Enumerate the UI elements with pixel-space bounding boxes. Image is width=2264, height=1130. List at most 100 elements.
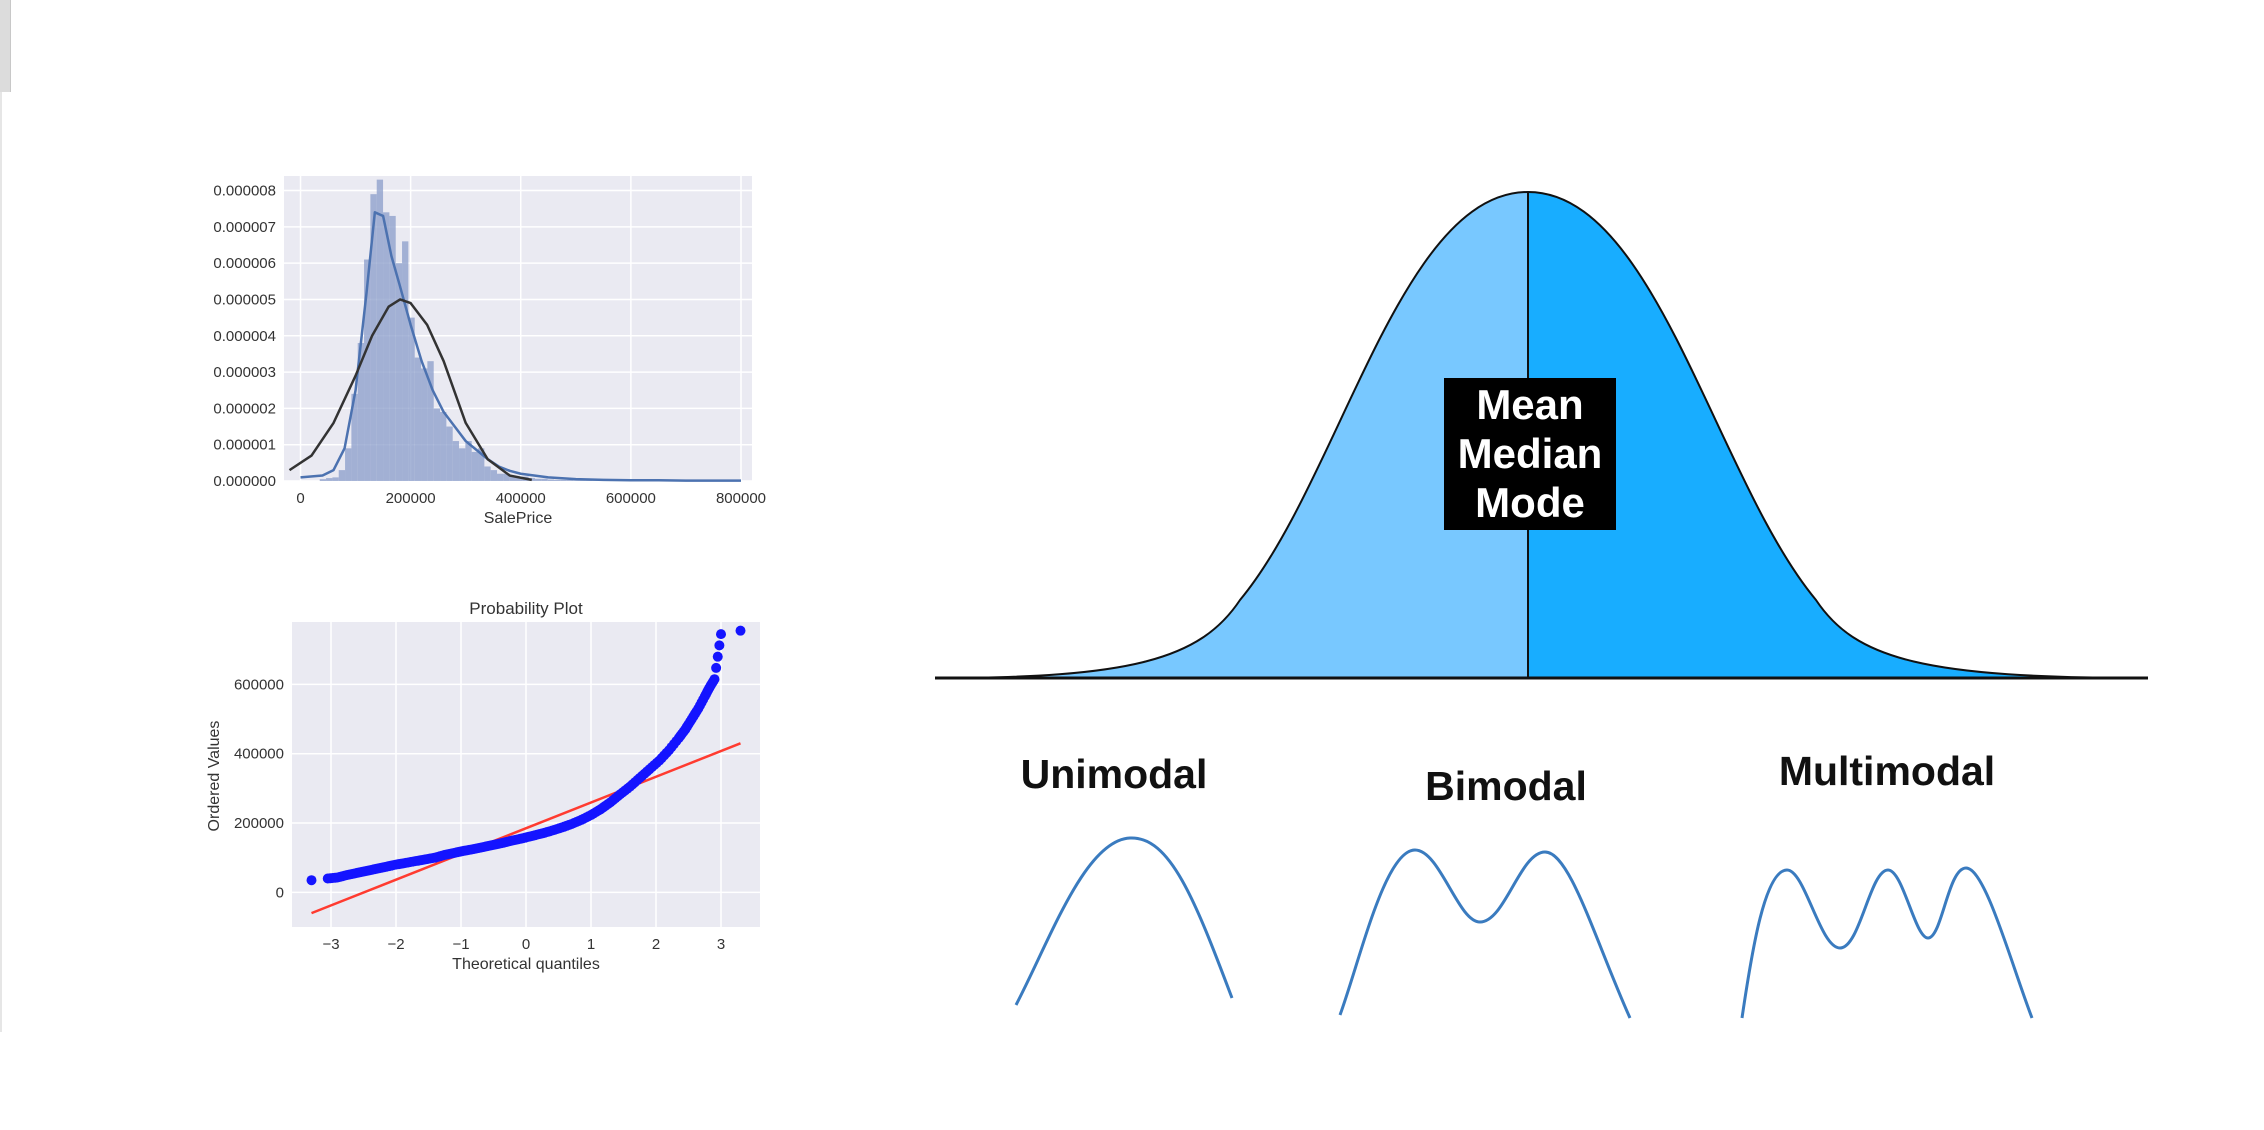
histogram-bar <box>345 448 352 481</box>
probability-plot-ytick-label: 0 <box>276 884 284 901</box>
window-scroll-stub <box>0 0 11 92</box>
histogram-tick-labels: 0 200000 400000 600000 800000 0.000000 0.00000… <box>213 183 766 507</box>
histogram-bar <box>351 393 358 481</box>
bimodal-title: Bimodal <box>1425 763 1587 809</box>
histogram-bar <box>528 478 536 481</box>
probability-plot-xlabel: Theoretical quantiles <box>452 956 600 973</box>
probability-plot-point <box>306 875 317 886</box>
window-left-edge <box>0 92 2 1032</box>
histogram-ytick-label: 0.000003 <box>213 364 276 381</box>
probability-plot-xtick-label: 1 <box>587 936 595 953</box>
probability-plot-ylabel: Ordered Values <box>206 721 223 832</box>
histogram-bar <box>440 412 447 481</box>
histogram-bar <box>319 479 327 481</box>
histogram-bar <box>433 408 441 481</box>
histogram-bar <box>516 477 523 481</box>
histogram-bar <box>503 473 510 481</box>
histogram-ytick-label: 0.000005 <box>213 291 276 308</box>
center-label-box <box>1444 378 1616 530</box>
histogram-bar <box>554 479 561 481</box>
histogram-bar <box>389 215 396 481</box>
multimodal-title: Multimodal <box>1779 748 1995 794</box>
probability-plot-point <box>735 625 746 636</box>
histogram-norm-line <box>288 298 533 482</box>
histogram-lines <box>288 211 741 482</box>
histogram-ytick-label: 0.000006 <box>213 255 276 272</box>
probability-plot-point <box>716 629 726 640</box>
histogram-xtick-label: 600000 <box>606 490 656 507</box>
label-median: Median <box>1458 430 1603 477</box>
histogram-bar <box>452 441 460 481</box>
probability-plot-tick-labels: −3 −2 −1 0 1 2 3 0 200000 400000 600000 <box>234 676 725 953</box>
histogram-bar <box>497 473 504 481</box>
histogram-bar <box>573 480 580 481</box>
probability-plot-xtick-label: −1 <box>452 936 469 953</box>
histogram-bar <box>566 479 574 481</box>
histogram-ytick-label: 0.000007 <box>213 219 276 236</box>
probability-plot-xtick-label: 2 <box>652 936 660 953</box>
histogram-bar <box>579 480 586 481</box>
histogram-bar <box>326 478 333 481</box>
histogram-xtick-label: 800000 <box>716 490 766 507</box>
histogram-chart: 0 200000 400000 600000 800000 0.000000 0.00000… <box>213 176 766 527</box>
bell-right-half <box>1528 192 2148 678</box>
histogram-bar <box>459 448 466 481</box>
histogram-bar <box>478 448 485 481</box>
bell-left-half <box>935 192 1528 678</box>
histogram-ytick-label: 0.000002 <box>213 400 276 417</box>
probability-plot-chart: Probability Plot −3 −2 −1 0 1 2 3 0 200000 400000… <box>206 599 760 973</box>
probability-plot-points <box>306 625 746 886</box>
probability-plot-point <box>709 674 720 685</box>
histogram-kde-line <box>300 211 741 482</box>
histogram-ytick-label: 0.000008 <box>213 183 276 200</box>
probability-plot-fit-line <box>311 742 741 915</box>
histogram-bar <box>535 478 542 481</box>
histogram-bar <box>332 477 339 481</box>
unimodal-title: Unimodal <box>1021 751 1208 797</box>
probability-plot-point <box>714 640 725 651</box>
probability-plot-title: Probability Plot <box>469 599 583 618</box>
label-mode: Mode <box>1475 479 1585 526</box>
modality-examples: Unimodal Bimodal Multimodal <box>1014 748 2034 1019</box>
histogram-bar <box>376 179 384 481</box>
probability-plot-xtick-label: −2 <box>387 936 404 953</box>
histogram-bar <box>427 361 434 481</box>
probability-plot-ytick-label: 200000 <box>234 815 284 832</box>
histogram-bar <box>357 343 365 481</box>
unimodal-curve <box>1014 836 1234 1006</box>
bimodal-curve <box>1338 848 1632 1019</box>
histogram-bar <box>414 357 422 481</box>
histogram-xtick-label: 200000 <box>386 490 436 507</box>
histogram-bar <box>547 479 555 481</box>
histogram-bar <box>465 441 472 481</box>
histogram-bar <box>421 368 428 481</box>
histogram-bar <box>446 426 453 481</box>
probability-plot-reference-line <box>311 742 741 915</box>
histogram-bar <box>408 317 415 481</box>
probability-plot-point <box>711 662 722 673</box>
probability-plot-xtick-label: 3 <box>717 936 725 953</box>
label-mean: Mean <box>1476 381 1583 428</box>
histogram-bars <box>319 179 719 482</box>
histogram-bar <box>338 470 346 481</box>
histogram-bar <box>364 259 371 481</box>
histogram-bar <box>395 263 403 481</box>
probability-plot-ytick-label: 400000 <box>234 746 284 763</box>
histogram-bar <box>471 451 479 481</box>
histogram-xlabel: SalePrice <box>484 510 553 527</box>
histogram-bar <box>490 470 498 481</box>
histogram-bar <box>484 466 491 481</box>
histogram-bar <box>541 478 548 481</box>
bell-curve-diagram: Mean Median Mode <box>934 190 2149 680</box>
histogram-bar <box>560 479 567 481</box>
histogram-ytick-label: 0.000000 <box>213 473 276 490</box>
histogram-xtick-label: 0 <box>296 490 304 507</box>
multimodal-curve <box>1740 866 2034 1019</box>
histogram-ytick-label: 0.000004 <box>213 328 276 345</box>
histogram-ytick-label: 0.000001 <box>213 437 276 454</box>
histogram-xtick-label: 400000 <box>496 490 546 507</box>
histogram-bar <box>402 241 409 481</box>
probability-plot-grid <box>292 622 760 927</box>
probability-plot-point <box>712 651 723 662</box>
